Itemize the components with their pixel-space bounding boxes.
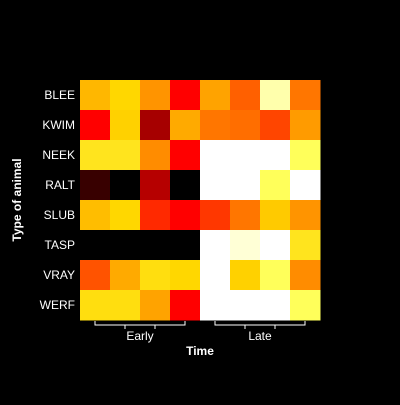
heatmap-cell-kwim-8 [290, 110, 321, 141]
y-tick-label-neek: NEEK [42, 148, 75, 162]
heatmap-cell-vray-5 [200, 260, 231, 291]
heatmap-cell-slub-6 [230, 200, 261, 231]
heatmap-cell-vray-7 [260, 260, 291, 291]
heatmap-cell-kwim-3 [140, 110, 171, 141]
heatmap-cell-blee-2 [110, 80, 141, 111]
y-tick-label-tasp: TASP [45, 238, 75, 252]
y-tick-label-vray: VRAY [43, 268, 75, 282]
heatmap-cell-neek-8 [290, 140, 321, 171]
heatmap-cell-blee-7 [260, 80, 291, 111]
heatmap-cell-neek-3 [140, 140, 171, 171]
heatmap-cell-tasp-6 [230, 230, 261, 261]
heatmap-cell-vray-1 [80, 260, 111, 291]
x-group-bracket-early [94, 321, 186, 329]
heatmap-cell-tasp-7 [260, 230, 291, 261]
y-axis-title: Type of animal [10, 158, 24, 241]
heatmap-cell-vray-3 [140, 260, 171, 291]
heatmap-cell-blee-8 [290, 80, 321, 111]
heatmap-cell-werf-4 [170, 290, 201, 321]
heatmap-cell-blee-5 [200, 80, 231, 111]
heatmap-cell-kwim-6 [230, 110, 261, 141]
heatmap-cell-vray-2 [110, 260, 141, 291]
heatmap-cell-ralt-5 [200, 170, 231, 201]
heatmap-cell-neek-5 [200, 140, 231, 171]
heatmap-cell-kwim-5 [200, 110, 231, 141]
heatmap-cell-neek-6 [230, 140, 261, 171]
heatmap-cell-blee-6 [230, 80, 261, 111]
heatmap-cell-ralt-4 [170, 170, 201, 201]
x-group-label-early: Early [126, 329, 153, 343]
heatmap-cell-neek-1 [80, 140, 111, 171]
heatmap-cell-vray-4 [170, 260, 201, 291]
heatmap-cell-werf-1 [80, 290, 111, 321]
heatmap-cell-slub-2 [110, 200, 141, 231]
heatmap-cell-werf-3 [140, 290, 171, 321]
heatmap-cell-kwim-1 [80, 110, 111, 141]
heatmap-cell-slub-8 [290, 200, 321, 231]
heatmap-cell-tasp-3 [140, 230, 171, 261]
heatmap-cell-ralt-3 [140, 170, 171, 201]
y-tick-label-slub: SLUB [44, 208, 75, 222]
heatmap-cell-kwim-7 [260, 110, 291, 141]
heatmap-cell-slub-3 [140, 200, 171, 231]
y-tick-label-ralt: RALT [45, 178, 75, 192]
heatmap-cell-tasp-1 [80, 230, 111, 261]
x-group-bracket-late [214, 321, 306, 329]
y-tick-label-blee: BLEE [44, 88, 75, 102]
heatmap-cell-werf-7 [260, 290, 291, 321]
heatmap-cell-werf-5 [200, 290, 231, 321]
heatmap-cell-blee-1 [80, 80, 111, 111]
heatmap-cell-kwim-4 [170, 110, 201, 141]
heatmap-cell-slub-5 [200, 200, 231, 231]
heatmap-cell-ralt-7 [260, 170, 291, 201]
heatmap-cell-werf-6 [230, 290, 261, 321]
heatmap-cell-blee-3 [140, 80, 171, 111]
heatmap-cell-tasp-8 [290, 230, 321, 261]
heatmap-cell-neek-7 [260, 140, 291, 171]
heatmap-cell-vray-6 [230, 260, 261, 291]
heatmap-cell-slub-7 [260, 200, 291, 231]
heatmap-cell-vray-8 [290, 260, 321, 291]
heatmap-cell-kwim-2 [110, 110, 141, 141]
heatmap-cell-tasp-4 [170, 230, 201, 261]
heatmap-cell-slub-4 [170, 200, 201, 231]
heatmap-cell-blee-4 [170, 80, 201, 111]
heatmap-cell-tasp-5 [200, 230, 231, 261]
y-tick-label-kwim: KWIM [42, 118, 75, 132]
heatmap-cell-ralt-8 [290, 170, 321, 201]
heatmap-cell-werf-8 [290, 290, 321, 321]
y-tick-label-werf: WERF [40, 298, 75, 312]
heatmap-cell-werf-2 [110, 290, 141, 321]
heatmap-cell-ralt-6 [230, 170, 261, 201]
heatmap-cell-neek-4 [170, 140, 201, 171]
x-group-label-late: Late [248, 329, 272, 343]
x-axis-title: Time [186, 344, 214, 358]
heatmap-cell-tasp-2 [110, 230, 141, 261]
heatmap-cell-neek-2 [110, 140, 141, 171]
heatmap-cell-ralt-1 [80, 170, 111, 201]
heatmap-cell-slub-1 [80, 200, 111, 231]
heatmap-cell-ralt-2 [110, 170, 141, 201]
